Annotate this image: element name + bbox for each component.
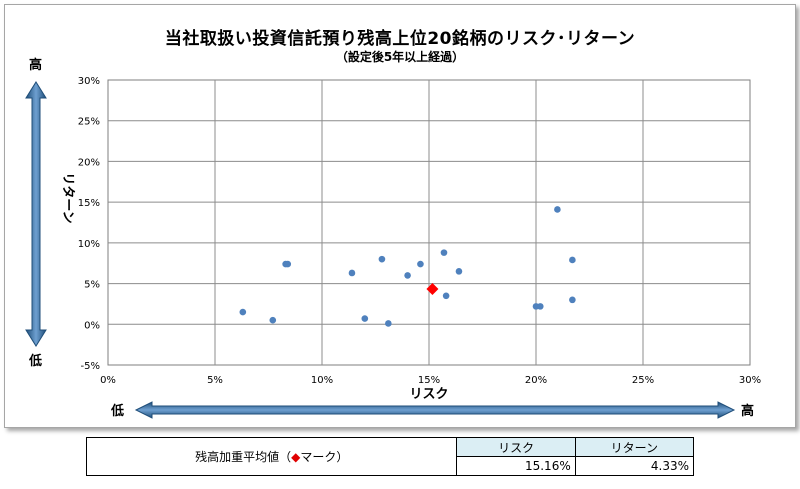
y-tick-label: -5% <box>81 361 100 372</box>
x-tick-label: 0% <box>100 375 116 386</box>
fund-point <box>455 268 463 275</box>
y-axis-label: リターン <box>60 172 75 223</box>
summary-label: 残高加重平均値（◆マーク） <box>85 437 458 476</box>
x-tick-label: 20% <box>525 375 547 386</box>
return-value: 4.33% <box>574 456 695 476</box>
y-tick-label: 15% <box>78 198 100 209</box>
fund-point <box>348 269 356 277</box>
summary-label-suffix: マーク） <box>300 450 349 464</box>
x-tick-label: 15% <box>418 375 440 386</box>
y-tick-label: 20% <box>78 157 100 168</box>
fund-point <box>569 296 576 304</box>
fund-point <box>404 272 411 279</box>
fund-point <box>569 256 576 264</box>
x-tick-label: 10% <box>311 375 333 386</box>
y-tick-label: 0% <box>84 320 100 331</box>
y-tick-label: 30% <box>78 76 100 87</box>
fund-point <box>239 308 247 316</box>
summary-table: 残高加重平均値（◆マーク） リスク リターン 15.16% 4.33% <box>85 437 695 476</box>
fund-point <box>554 206 561 213</box>
fund-point <box>284 260 292 268</box>
y-tick-label: 10% <box>78 239 100 250</box>
fund-point <box>385 320 392 327</box>
risk-header: リスク <box>456 437 576 457</box>
chart-title: 当社取扱い投資信託預り残高上位20銘柄のリスク･リターン <box>164 29 636 49</box>
y-low-label: 低 <box>28 353 42 369</box>
x-axis-label: リスク <box>409 387 448 402</box>
chart-svg: 30%25%20%15%10%5%0%-5%0% 5% 10% 15% 20% 25% 30… <box>25 57 761 419</box>
fund-point <box>378 255 386 263</box>
x-high-label: 高 <box>741 403 754 419</box>
summary-label-prefix: 残高加重平均値（ <box>195 450 292 464</box>
fund-point <box>442 292 450 300</box>
fund-point <box>269 316 277 324</box>
weighted-average-point <box>426 283 439 296</box>
x-tick-label: 25% <box>632 375 654 386</box>
x-axis-arrow <box>134 401 736 419</box>
x-tick-label: 5% <box>207 375 223 386</box>
diamond-marker-icon: ◆ <box>291 450 301 464</box>
fund-point <box>417 260 424 268</box>
chart-subtitle: （設定後5年以上経過） <box>335 50 465 64</box>
fund-point <box>440 249 448 256</box>
y-tick-label: 5% <box>84 280 100 291</box>
risk-value: 15.16% <box>456 456 576 476</box>
y-axis-arrow <box>25 81 47 347</box>
x-tick-label: 30% <box>739 375 761 386</box>
y-tick-label: 25% <box>78 117 100 128</box>
return-header: リターン <box>574 437 695 457</box>
fund-point <box>361 315 369 322</box>
x-low-label: 低 <box>110 403 124 419</box>
y-high-label: 高 <box>29 57 42 73</box>
fund-point <box>536 303 544 310</box>
